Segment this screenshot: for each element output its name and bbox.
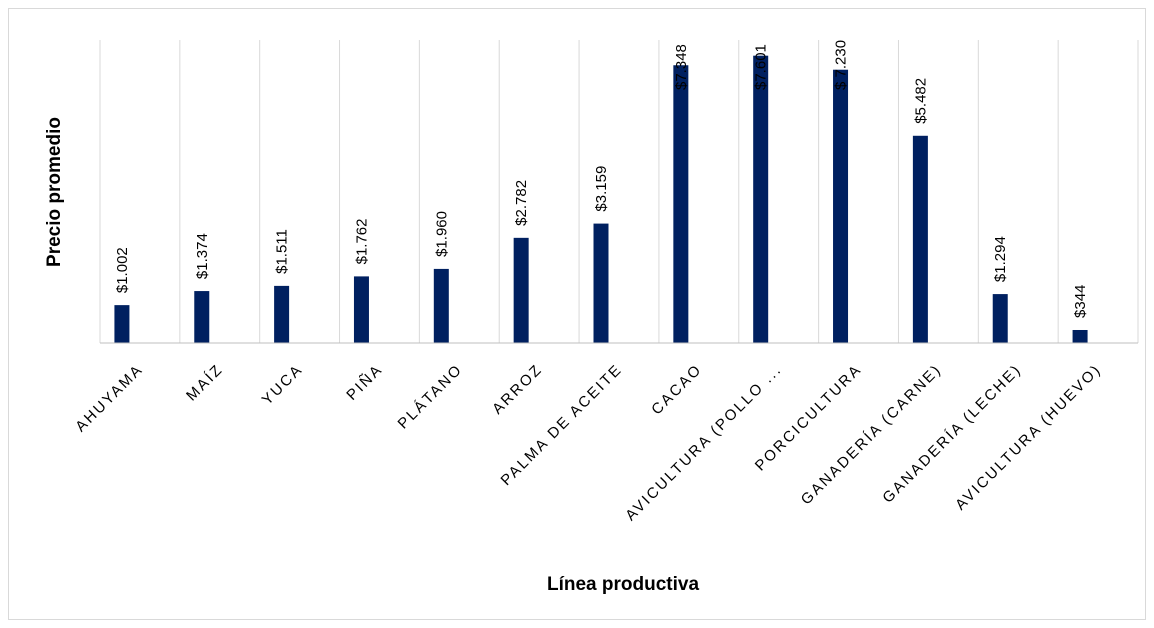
data-label-7: $7.348 xyxy=(673,44,690,90)
data-label-0: $1.002 xyxy=(114,247,131,293)
data-label-2: $1.511 xyxy=(274,229,291,274)
bar-4 xyxy=(433,268,449,343)
x-tick-label-11: GANADERÍA (LECHE) xyxy=(879,361,1025,507)
data-label-3: $1.762 xyxy=(353,219,370,265)
bar-3 xyxy=(353,276,369,343)
x-tick-label-8: AVICULTURA (POLLO ... xyxy=(622,361,785,524)
x-tick-label-4: PLÁTANO xyxy=(394,361,466,433)
bar-2 xyxy=(274,285,290,343)
data-label-8: $7.601 xyxy=(753,44,770,90)
vertical-gridlines xyxy=(99,40,1139,343)
x-tick-label-12: AVICULTURA (HUEVO) xyxy=(952,361,1105,514)
data-label-11: $1.294 xyxy=(992,236,1009,282)
bar-10 xyxy=(912,135,928,343)
bar-11 xyxy=(992,294,1008,343)
x-tick-label-3: PIÑA xyxy=(343,361,386,404)
data-label-9: $ 7.230 xyxy=(833,40,850,90)
bar-12 xyxy=(1072,329,1088,343)
bar-0 xyxy=(114,305,130,343)
data-label-5: $2.782 xyxy=(513,180,530,226)
data-label-12: $344 xyxy=(1072,285,1089,318)
bar-7 xyxy=(673,65,689,343)
bar-1 xyxy=(194,291,210,343)
bar-5 xyxy=(513,237,529,343)
x-tick-label-0: AHUYAMA xyxy=(72,361,147,436)
y-axis-title: Precio promedio xyxy=(44,117,65,267)
x-tick-label-10: GANADERÍA (CARNE) xyxy=(798,361,945,508)
data-label-1: $1.374 xyxy=(194,233,211,279)
bar-9 xyxy=(833,69,849,344)
data-label-10: $5.482 xyxy=(912,78,929,124)
x-tick-label-5: ARROZ xyxy=(489,361,546,418)
x-tick-label-1: MAÍZ xyxy=(183,361,227,405)
bar-8 xyxy=(753,55,769,344)
bars-group xyxy=(114,55,1088,344)
x-tick-label-2: YUCA xyxy=(259,361,307,409)
data-label-6: $3.159 xyxy=(593,166,610,212)
x-tick-label-7: CACAO xyxy=(648,361,706,419)
data-labels-group: $1.002 $1.374 $1.511 $1.762 $1.960 $2.782 $3.1… xyxy=(114,40,1089,318)
x-axis-title: Línea productiva xyxy=(547,574,699,595)
bar-6 xyxy=(593,223,609,343)
data-label-4: $1.960 xyxy=(433,211,450,257)
